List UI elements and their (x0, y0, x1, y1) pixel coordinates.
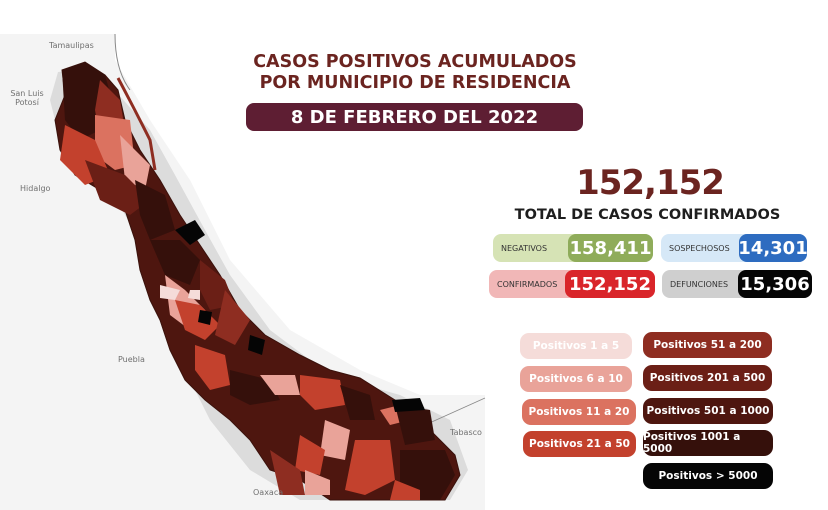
stat-sospechosos: SOSPECHOSOS 14,301 (661, 234, 808, 262)
stat-value: 14,301 (738, 234, 808, 262)
page-title: CASOS POSITIVOS ACUMULADOS POR MUNICIPIO… (230, 52, 600, 94)
legend-item: Positivos 1 a 5 (520, 333, 632, 359)
legend-item: Positivos 11 a 20 (522, 399, 636, 425)
legend-item: Positivos 1001 a 5000 (643, 430, 773, 456)
date-banner: 8 DE FEBRERO DEL 2022 (246, 103, 583, 131)
stat-negativos: NEGATIVOS 158,411 (493, 234, 653, 262)
stat-label: DEFUNCIONES (670, 279, 729, 289)
stat-label: NEGATIVOS (501, 243, 548, 253)
legend-item: Positivos 501 a 1000 (643, 398, 773, 424)
choropleth-map: Tamaulipas San Luis Potosí Hidalgo Puebl… (0, 34, 490, 510)
legend-item: Positivos 201 a 500 (643, 365, 772, 391)
state-label-tamaulipas: Tamaulipas (49, 41, 94, 50)
total-cases-label: TOTAL DE CASOS CONFIRMADOS (514, 207, 781, 223)
state-label-tabasco: Tabasco (450, 428, 482, 437)
state-label-san-luis-potosi: San Luis Potosí (10, 89, 44, 108)
title-line-2: POR MUNICIPIO DE RESIDENCIA (259, 73, 571, 93)
stat-label: CONFIRMADOS (497, 279, 558, 289)
state-label-hidalgo: Hidalgo (20, 184, 51, 193)
stat-value: 152,152 (565, 270, 655, 298)
total-cases-number: 152,152 (576, 163, 725, 203)
state-label-oaxaca: Oaxaca (253, 488, 284, 497)
stat-confirmados: CONFIRMADOS 152,152 (489, 270, 655, 298)
legend-item: Positivos > 5000 (643, 463, 773, 489)
stat-defunciones: DEFUNCIONES 15,306 (662, 270, 812, 298)
veracruz-map-svg (0, 34, 486, 510)
stat-value: 15,306 (738, 270, 812, 298)
stat-value: 158,411 (568, 234, 653, 262)
legend-item: Positivos 21 a 50 (523, 431, 636, 457)
legend-item: Positivos 6 a 10 (520, 366, 632, 392)
stat-label: SOSPECHOSOS (669, 243, 730, 253)
title-line-1: CASOS POSITIVOS ACUMULADOS (253, 52, 577, 72)
state-label-puebla: Puebla (118, 355, 145, 364)
legend-item: Positivos 51 a 200 (643, 332, 772, 358)
